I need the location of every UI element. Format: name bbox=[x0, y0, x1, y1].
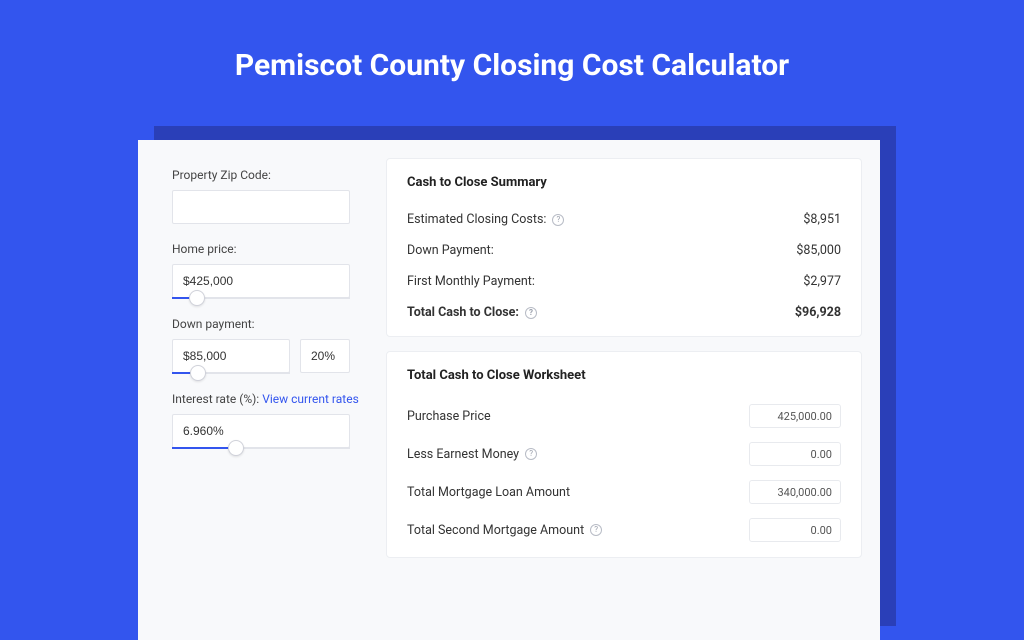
worksheet-row-label: Less Earnest Money? bbox=[407, 447, 537, 462]
slider-fill bbox=[172, 447, 236, 449]
slider-thumb[interactable] bbox=[228, 440, 244, 456]
worksheet-label-text: Purchase Price bbox=[407, 409, 491, 424]
interest-rate-slider[interactable] bbox=[172, 447, 350, 449]
home-price-slider[interactable] bbox=[172, 297, 350, 299]
worksheet-value-box[interactable]: 340,000.00 bbox=[749, 480, 841, 504]
worksheet-row: Less Earnest Money? 0.00 bbox=[407, 435, 841, 473]
down-payment-amount-input[interactable] bbox=[172, 339, 290, 373]
help-icon[interactable]: ? bbox=[525, 307, 537, 319]
home-price-label: Home price: bbox=[172, 242, 368, 256]
summary-label-text: First Monthly Payment: bbox=[407, 274, 535, 289]
summary-row-value: $96,928 bbox=[795, 305, 841, 320]
zip-label: Property Zip Code: bbox=[172, 168, 368, 182]
down-payment-label: Down payment: bbox=[172, 317, 368, 331]
slider-thumb[interactable] bbox=[190, 365, 206, 381]
worksheet-row: Total Mortgage Loan Amount 340,000.00 bbox=[407, 473, 841, 511]
slider-thumb[interactable] bbox=[189, 290, 205, 306]
summary-row-label: Down Payment: bbox=[407, 243, 494, 258]
summary-label-text: Total Cash to Close: bbox=[407, 305, 519, 320]
summary-title: Cash to Close Summary bbox=[407, 175, 841, 190]
interest-rate-field: Interest rate (%): View current rates bbox=[172, 392, 368, 449]
summary-row: First Monthly Payment: $2,977 bbox=[407, 266, 841, 297]
worksheet-panel: Total Cash to Close Worksheet Purchase P… bbox=[386, 351, 862, 558]
results-column: Cash to Close Summary Estimated Closing … bbox=[368, 140, 880, 640]
zip-input[interactable] bbox=[172, 190, 350, 224]
summary-row-value: $8,951 bbox=[803, 212, 841, 227]
interest-rate-label-text: Interest rate (%): bbox=[172, 392, 262, 406]
worksheet-value-box[interactable]: 0.00 bbox=[749, 518, 841, 542]
summary-panel: Cash to Close Summary Estimated Closing … bbox=[386, 158, 862, 337]
help-icon[interactable]: ? bbox=[525, 448, 537, 460]
summary-row-value: $2,977 bbox=[803, 274, 841, 289]
home-price-field: Home price: bbox=[172, 242, 368, 299]
summary-label-text: Down Payment: bbox=[407, 243, 494, 258]
summary-row: Estimated Closing Costs:? $8,951 bbox=[407, 204, 841, 235]
summary-row-label: Estimated Closing Costs:? bbox=[407, 212, 564, 227]
worksheet-row: Purchase Price 425,000.00 bbox=[407, 397, 841, 435]
worksheet-row-label: Purchase Price bbox=[407, 409, 491, 424]
worksheet-value-box[interactable]: 425,000.00 bbox=[749, 404, 841, 428]
summary-label-text: Estimated Closing Costs: bbox=[407, 212, 546, 227]
zip-field: Property Zip Code: bbox=[172, 168, 368, 224]
view-rates-link[interactable]: View current rates bbox=[262, 392, 359, 406]
help-icon[interactable]: ? bbox=[590, 524, 602, 536]
worksheet-row: Total Second Mortgage Amount? 0.00 bbox=[407, 511, 841, 549]
summary-row-label: Total Cash to Close:? bbox=[407, 305, 537, 320]
page-title: Pemiscot County Closing Cost Calculator bbox=[0, 0, 1024, 111]
help-icon[interactable]: ? bbox=[552, 214, 564, 226]
worksheet-row-label: Total Second Mortgage Amount? bbox=[407, 523, 602, 538]
inputs-column: Property Zip Code: Home price: Down paym… bbox=[138, 140, 368, 640]
summary-row: Down Payment: $85,000 bbox=[407, 235, 841, 266]
worksheet-row-label: Total Mortgage Loan Amount bbox=[407, 485, 570, 500]
worksheet-label-text: Less Earnest Money bbox=[407, 447, 519, 462]
interest-rate-input[interactable] bbox=[172, 414, 350, 448]
worksheet-label-text: Total Second Mortgage Amount bbox=[407, 523, 584, 538]
summary-row-label: First Monthly Payment: bbox=[407, 274, 535, 289]
interest-rate-label: Interest rate (%): View current rates bbox=[172, 392, 368, 406]
down-payment-slider[interactable] bbox=[172, 372, 290, 374]
worksheet-label-text: Total Mortgage Loan Amount bbox=[407, 485, 570, 500]
summary-row-value: $85,000 bbox=[796, 243, 841, 258]
calculator-card: Property Zip Code: Home price: Down paym… bbox=[138, 140, 880, 640]
summary-row: Total Cash to Close:? $96,928 bbox=[407, 297, 841, 328]
down-payment-percent-input[interactable] bbox=[300, 339, 350, 373]
worksheet-value-box[interactable]: 0.00 bbox=[749, 442, 841, 466]
down-payment-field: Down payment: bbox=[172, 317, 368, 374]
worksheet-title: Total Cash to Close Worksheet bbox=[407, 368, 841, 383]
